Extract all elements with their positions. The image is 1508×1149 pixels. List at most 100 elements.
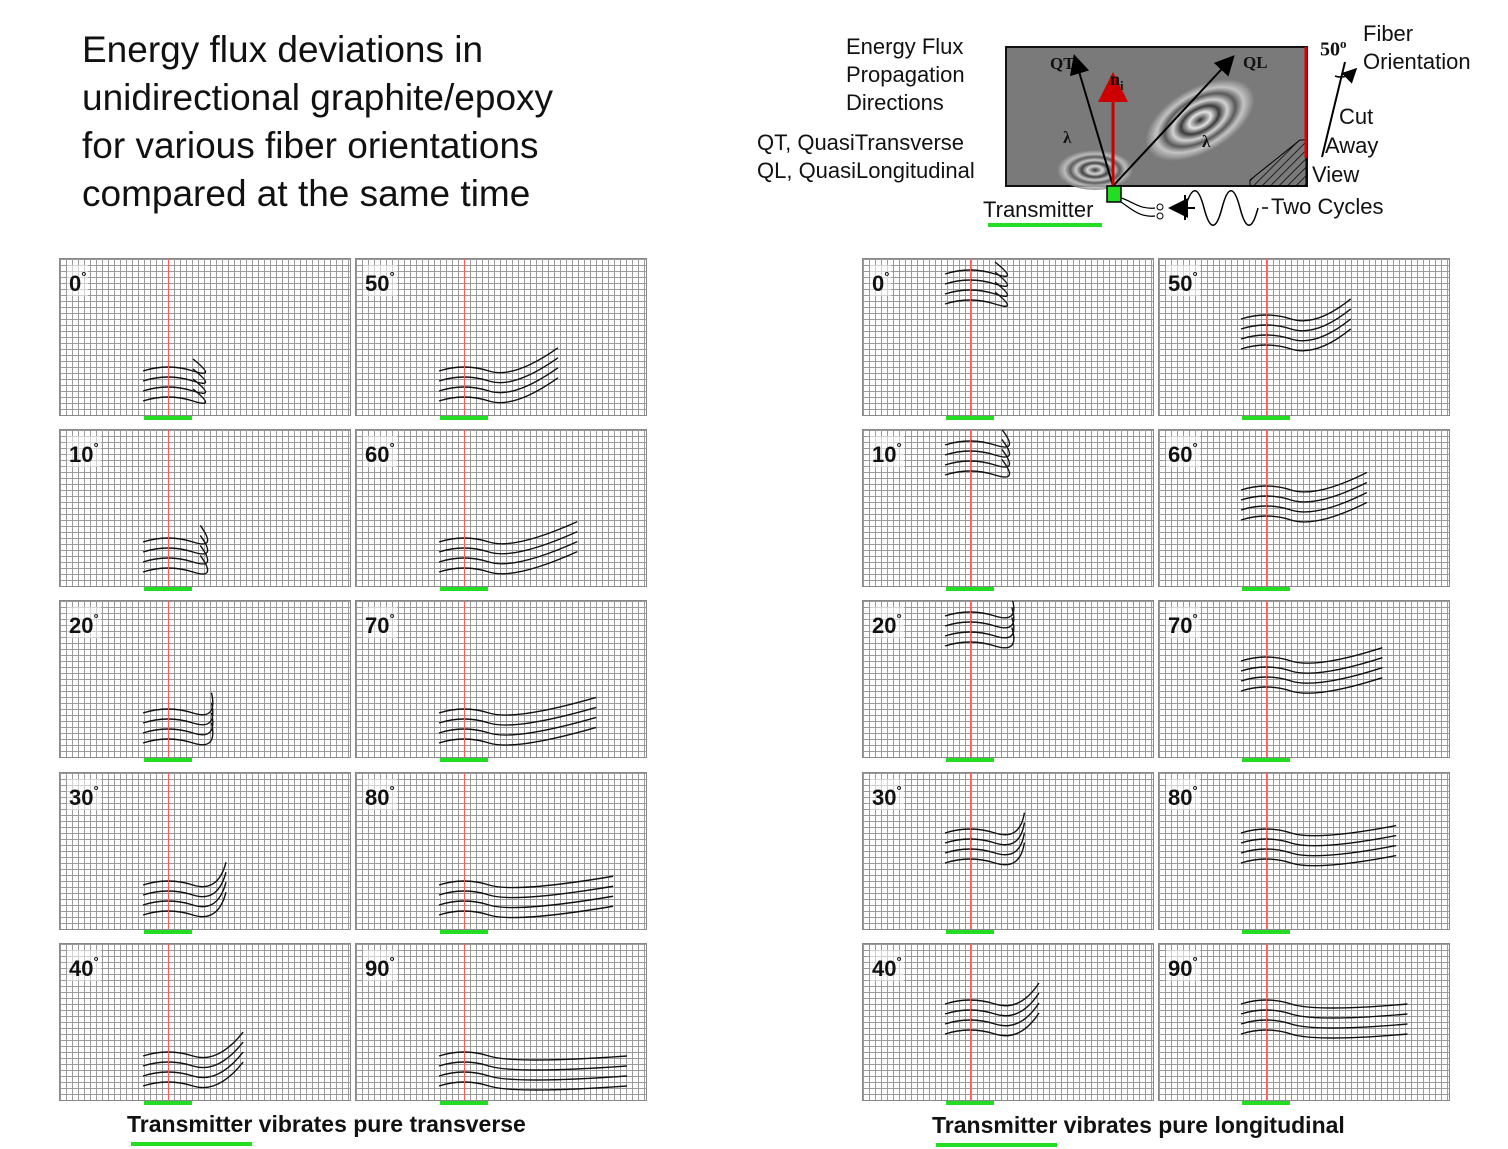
angle-value: 20 <box>872 613 897 638</box>
wavefront-line <box>438 520 578 545</box>
wave-pattern <box>142 1031 244 1089</box>
degree-symbol: ° <box>1192 611 1198 626</box>
wavefront-line <box>944 458 1011 478</box>
wavefront-line <box>438 716 597 736</box>
angle-value: 10 <box>872 442 897 467</box>
flux-label-1: Energy Flux <box>846 34 964 59</box>
transmitter-bar <box>440 758 488 762</box>
transmitter-bar <box>440 587 488 591</box>
transmitter-bar <box>1242 587 1290 591</box>
wavefront-line <box>142 535 209 555</box>
wavefront-line <box>142 1061 244 1089</box>
angle-label: 70° <box>363 607 397 638</box>
wave-pattern <box>1240 471 1368 523</box>
wavefront-line <box>142 891 227 918</box>
angle-label: 0° <box>67 265 89 296</box>
wavefront-line <box>944 1012 1040 1037</box>
panel-longitudinal-60deg: 60° <box>1158 429 1450 591</box>
fiber-label-2: Orientation <box>1363 49 1471 74</box>
wave-pattern <box>438 347 559 404</box>
panel-transverse-60deg: 60° <box>355 429 647 591</box>
degree-symbol: ° <box>1192 269 1198 284</box>
wavefront-line <box>438 1051 628 1061</box>
wavefront-line <box>944 281 1009 297</box>
panel-longitudinal-90deg: 90° <box>1158 943 1450 1105</box>
angle-label: 40° <box>870 950 904 981</box>
wavefront-line <box>944 832 1026 856</box>
angle-label: 10° <box>870 436 904 467</box>
qt-definition: QT, QuasiTransverse <box>757 130 965 155</box>
wavefront-line <box>438 357 559 384</box>
wavefront-line <box>1240 834 1397 847</box>
angle-value: 60 <box>365 442 390 467</box>
degree-symbol: ° <box>896 440 902 455</box>
angle-label: 0° <box>870 265 892 296</box>
angle-value: 50 <box>1168 271 1193 296</box>
fiber-axis-line <box>168 601 169 757</box>
wave-pattern <box>438 1051 628 1091</box>
panel-transverse-70deg: 70° <box>355 600 647 762</box>
wavefront-line <box>944 627 1015 649</box>
wavefront-line <box>1240 667 1383 684</box>
wavefront-line <box>1240 1019 1408 1029</box>
wavefront-line <box>1240 999 1408 1009</box>
wavefront-line <box>944 601 1015 619</box>
fiber-axis-line <box>1266 601 1267 757</box>
panel-transverse-80deg: 80° <box>355 772 647 934</box>
angle-value: 50 <box>365 271 390 296</box>
wavefront-line <box>944 291 1009 307</box>
angle-label: 80° <box>1166 779 1200 810</box>
wavefront-line <box>142 1031 244 1059</box>
wavefront-line <box>438 726 597 746</box>
transmitter-label: Transmitter <box>983 197 1094 222</box>
wave-propagation-diagram: QT QL ni λ λ <box>1005 46 1358 226</box>
angle-label: 20° <box>870 607 904 638</box>
fiber-axis-line <box>168 944 169 1100</box>
angle-label: 50° <box>363 265 397 296</box>
degree-symbol: ° <box>1192 783 1198 798</box>
fiber-axis-line <box>168 773 169 929</box>
angle-label: 60° <box>1166 436 1200 467</box>
wavefront-line <box>142 555 209 575</box>
wavefront-line <box>1240 308 1352 332</box>
fiber-axis-line <box>168 259 169 415</box>
ql-definition: QL, QuasiLongitudinal <box>757 158 975 183</box>
angle-value: 80 <box>1168 785 1193 810</box>
transmitter-bar <box>144 758 192 762</box>
wavefront-line <box>142 545 209 565</box>
angle-label: 10° <box>67 436 101 467</box>
angle-value: 40 <box>69 956 94 981</box>
angle-value: 90 <box>365 956 390 981</box>
transmitter-bar <box>440 1101 488 1105</box>
wavefront-line <box>944 617 1015 639</box>
wavefront-line <box>142 358 207 374</box>
wavefront-line <box>438 347 559 374</box>
transmitter-bar <box>946 1101 994 1105</box>
wavefront-line <box>142 378 207 394</box>
fiber-axis-line <box>464 430 465 586</box>
title-line-3: for various fiber orientations <box>82 125 539 166</box>
cut-away-label-1: Cut <box>1339 104 1374 129</box>
transmitter-bar <box>1242 758 1290 762</box>
wavefront-line <box>438 550 578 575</box>
wavefront-line <box>142 712 214 736</box>
transmitter-bar <box>946 587 994 591</box>
transmitter-bar <box>1242 1101 1290 1105</box>
angle-label: 20° <box>67 607 101 638</box>
wavefront-line <box>944 448 1011 468</box>
svg-text:ni: ni <box>1110 69 1124 93</box>
qt-arrow-label: QT <box>1050 54 1075 73</box>
wave-pattern <box>944 982 1040 1037</box>
panel-transverse-50deg: 50° <box>355 258 647 420</box>
angle-label: 50o <box>1320 36 1347 62</box>
wavefront-line <box>1240 298 1352 322</box>
wave-pattern <box>142 525 209 575</box>
angle-value: 80 <box>365 785 390 810</box>
degree-symbol: ° <box>896 954 902 969</box>
wave-pattern <box>142 358 207 404</box>
title-line-2: unidirectional graphite/epoxy <box>82 77 554 118</box>
panel-transverse-20deg: 20° <box>59 600 351 762</box>
fiber-axis-line <box>464 773 465 929</box>
wavefront-line <box>438 1071 628 1081</box>
wavefront-line <box>438 885 614 899</box>
